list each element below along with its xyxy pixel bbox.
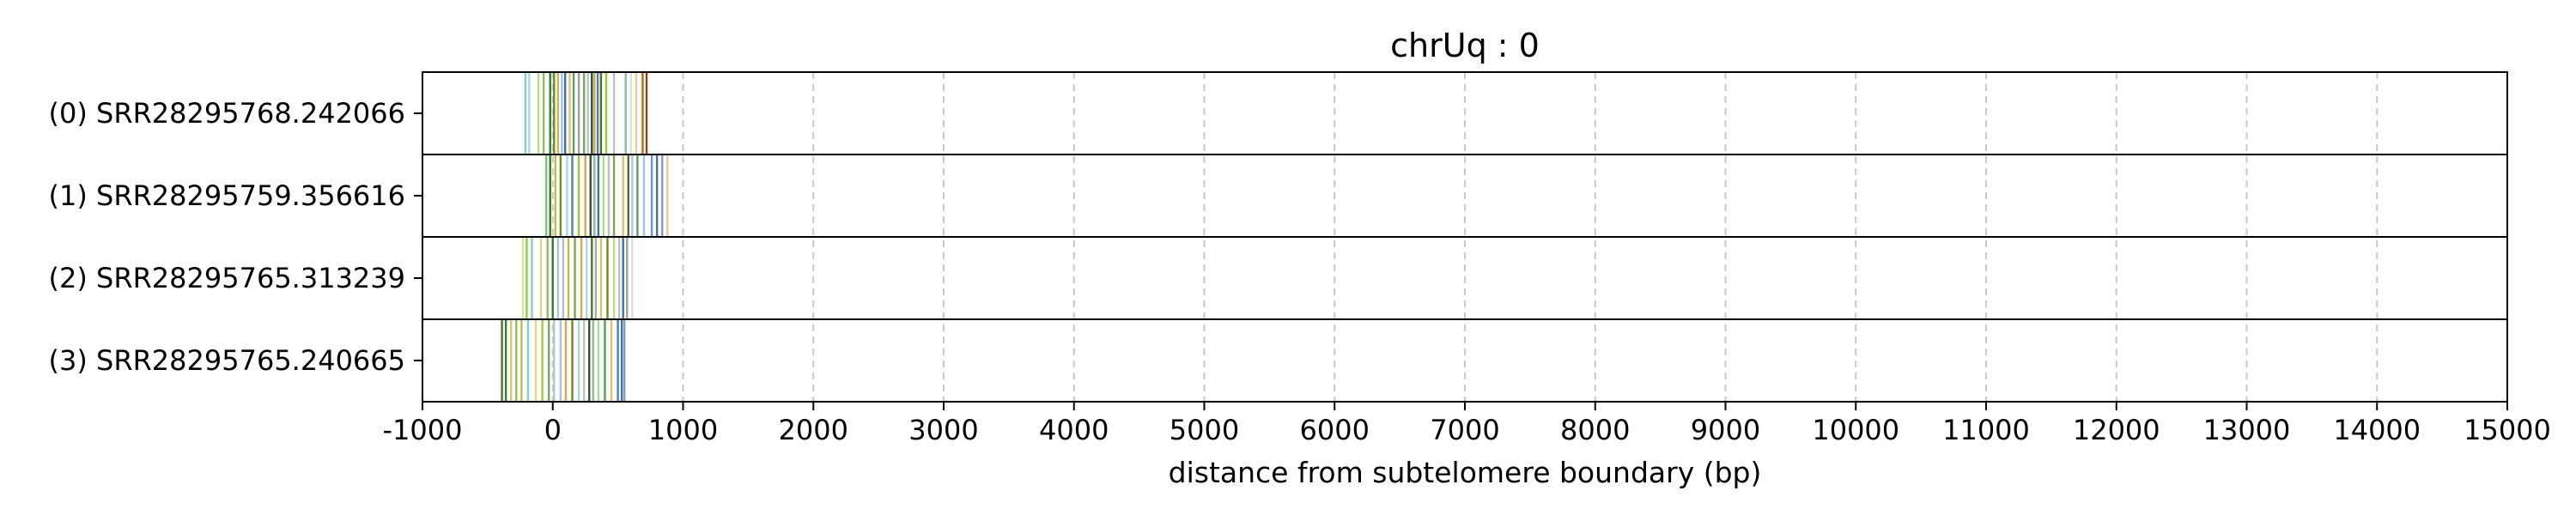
x-tick-label-5: 4000 [1039, 414, 1109, 446]
chart-title: chrUq : 0 [1390, 27, 1540, 64]
x-tick-label-8: 7000 [1430, 414, 1499, 446]
read-label-0: (0) SRR28295768.242066 [49, 97, 405, 130]
x-tick-label-9: 8000 [1560, 414, 1630, 446]
x-tick-label-1: 0 [544, 414, 562, 446]
x-tick-label-7: 6000 [1300, 414, 1370, 446]
read-label-2: (2) SRR28295765.313239 [49, 262, 405, 294]
x-tick-label-4: 3000 [908, 414, 978, 446]
x-tick-label-12: 11000 [1942, 414, 2030, 446]
read-label-3: (3) SRR28295765.240665 [49, 344, 405, 377]
read-label-1: (1) SRR28295759.356616 [49, 179, 405, 212]
x-tick-label-14: 13000 [2203, 414, 2291, 446]
x-tick-label-0: -1000 [383, 414, 463, 446]
x-tick-label-11: 10000 [1812, 414, 1899, 446]
grid-layer [551, 72, 2379, 402]
x-tick-label-15: 14000 [2333, 414, 2421, 446]
x-tick-label-2: 1000 [648, 414, 718, 446]
x-tick-label-16: 15000 [2464, 414, 2551, 446]
read-marks-layer [501, 72, 669, 402]
x-axis-ticks: -1000 0 1000 2000 3000 4000 5000 6000 7000 8000 90… [383, 402, 2551, 446]
x-axis-label: distance from subtelomere boundary (bp) [1169, 456, 1762, 489]
x-tick-label-3: 2000 [779, 414, 848, 446]
read-labels-layer: (0) SRR28295768.242066 (1) SRR28295759.35… [49, 97, 422, 377]
x-tick-label-13: 12000 [2073, 414, 2160, 446]
x-tick-label-6: 5000 [1170, 414, 1239, 446]
x-tick-label-10: 9000 [1691, 414, 1760, 446]
